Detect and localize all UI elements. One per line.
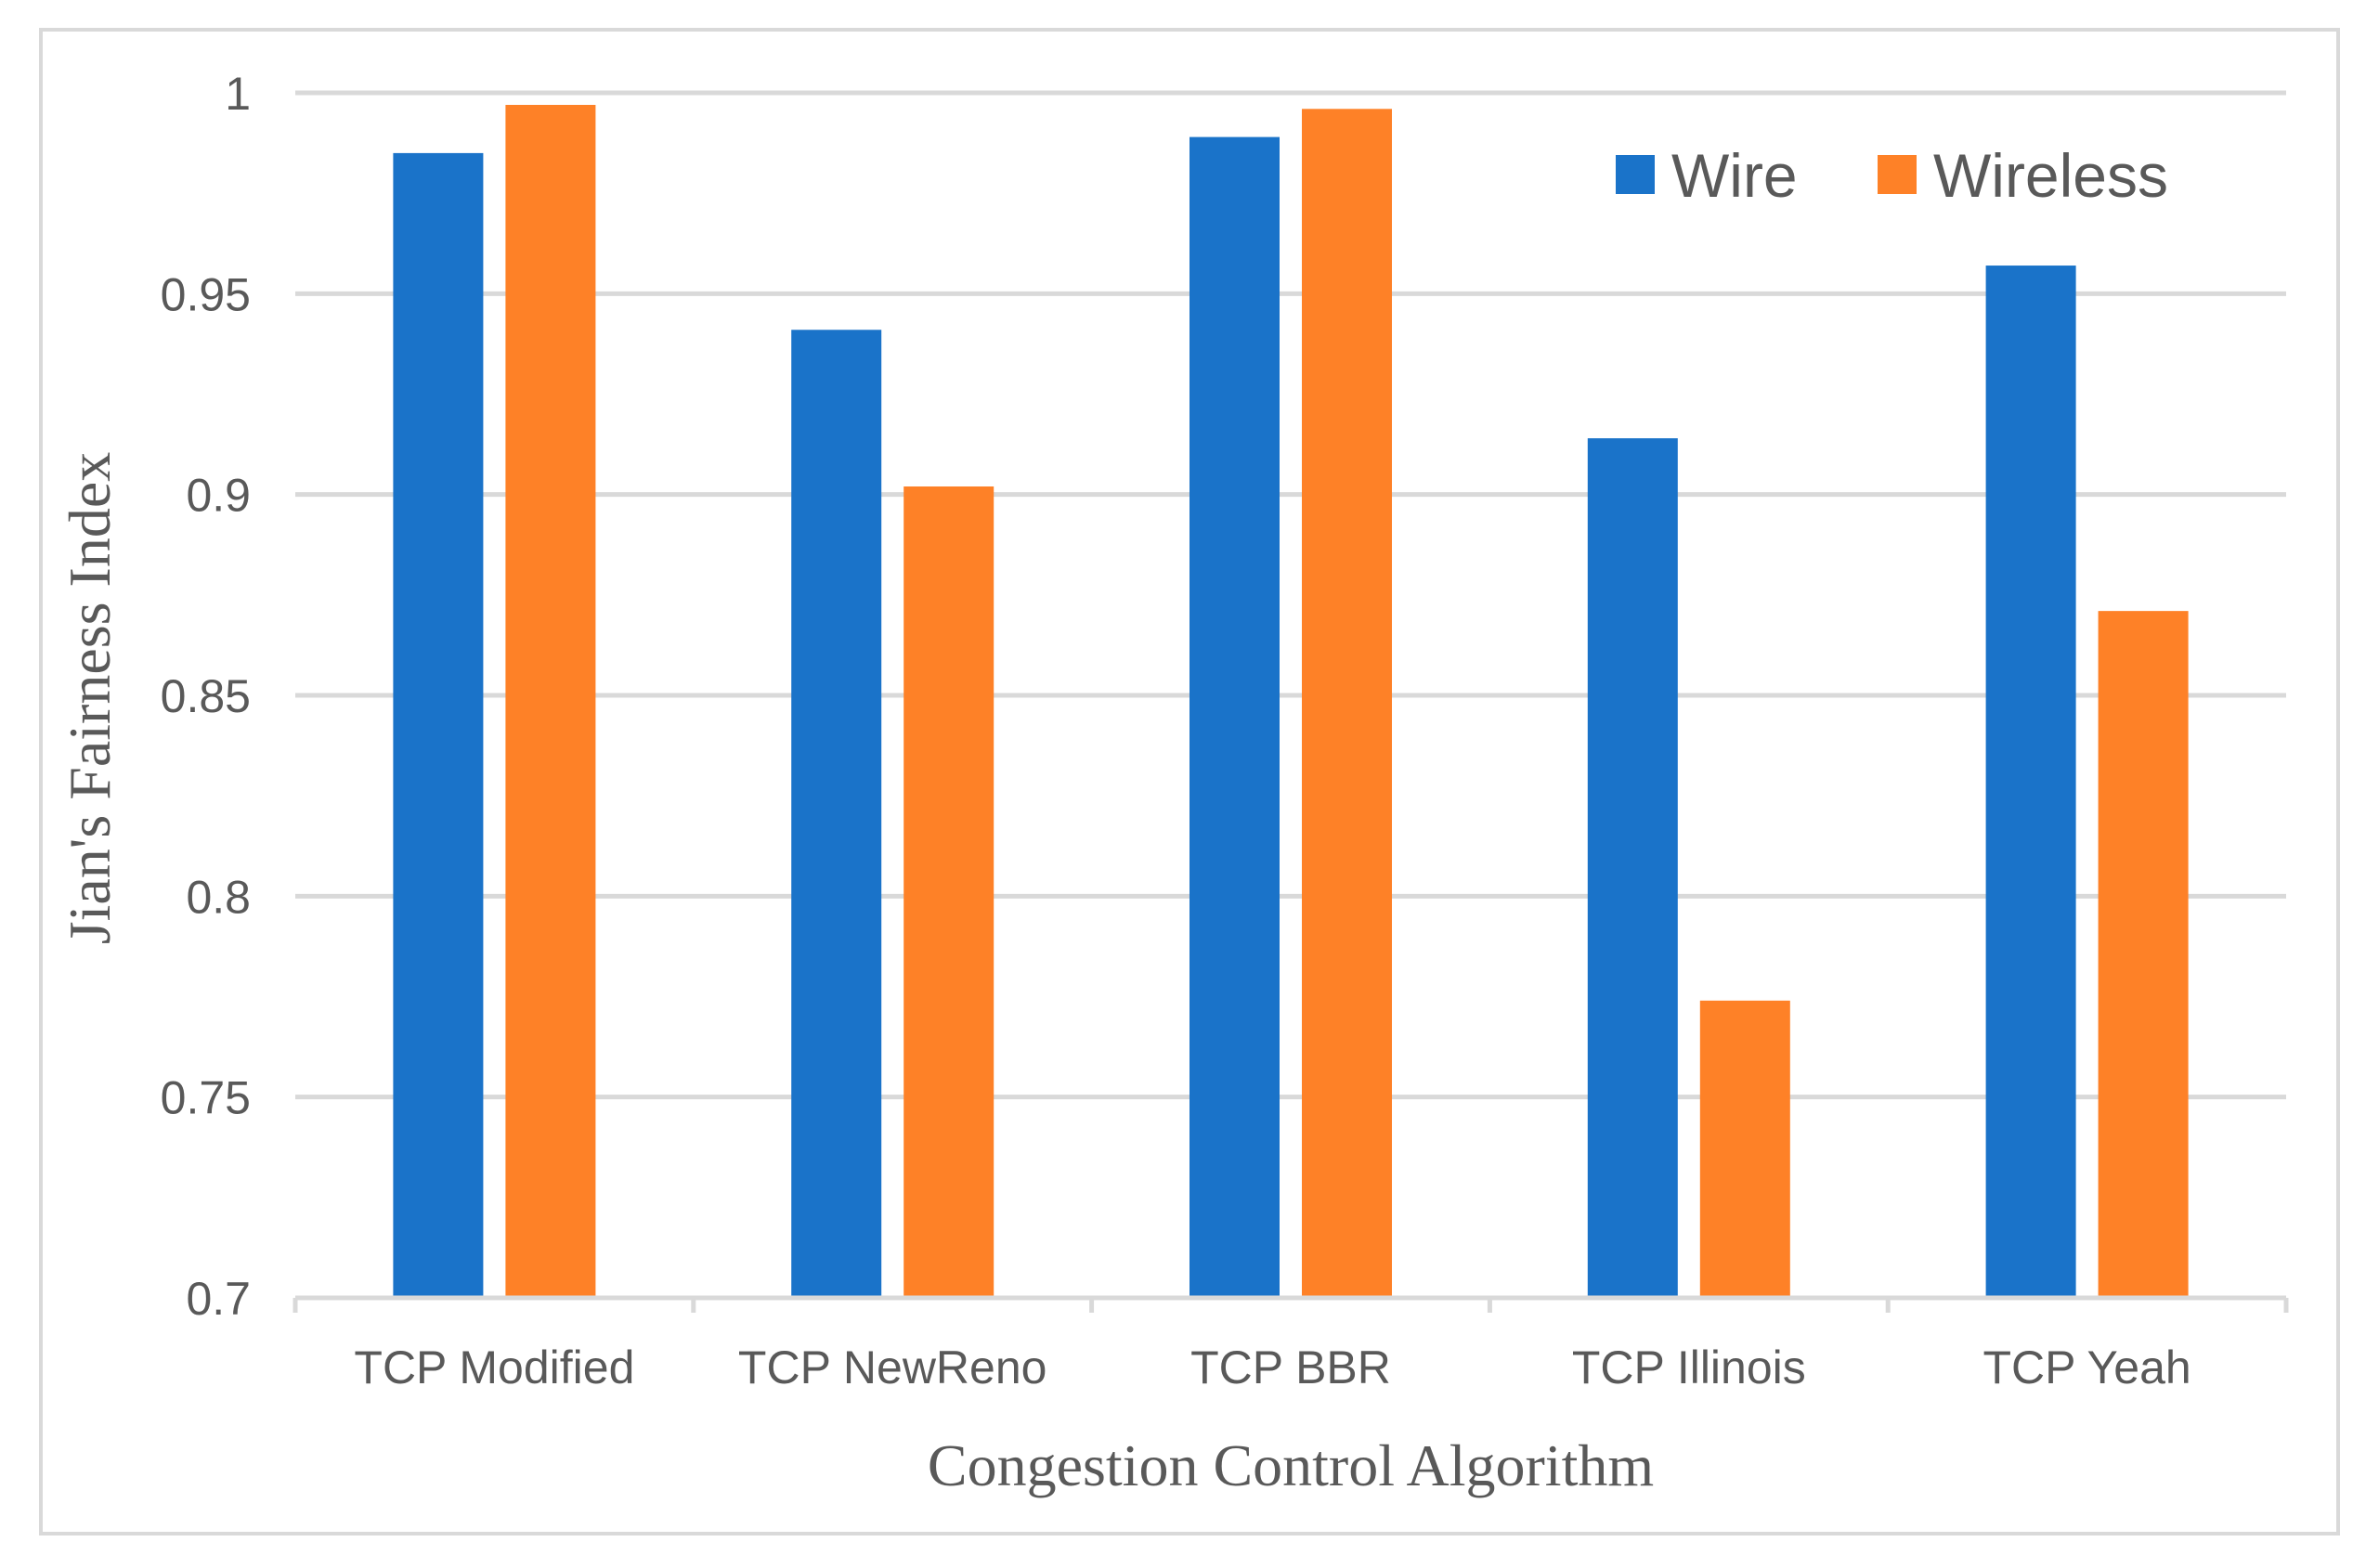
y-tick-label: 0.9 [186,470,251,522]
gridlines [295,90,2286,1100]
legend-swatch-wireless [1878,155,1917,194]
bar-wire-5 [1985,266,2076,1299]
bar-wireless-2 [904,486,994,1298]
legend-swatch-wire [1616,155,1655,194]
bar-wire-2 [791,330,882,1299]
x-tick-label: TCP BBR [1190,1341,1391,1393]
x-tick-label: TCP Illinois [1572,1341,1806,1393]
bar-wireless-3 [1302,109,1392,1299]
y-tick-label: 0.8 [186,871,251,923]
legend-label-wireless: Wireless [1933,141,2168,210]
bar-wire-3 [1190,136,1280,1298]
y-tick-label: 0.95 [161,268,251,320]
y-tick-labels: 0.7 0.75 0.8 0.85 0.9 0.95 1 [161,68,251,1325]
y-tick-label: 0.85 [161,670,251,722]
y-axis-title: Jian's Fairness Index [57,452,123,945]
bar-wire-4 [1587,438,1678,1298]
x-axis [292,1295,2289,1313]
x-tick-label: TCP NewReno [738,1341,1047,1393]
x-axis-title: Congestion Control Algorithm [928,1432,1654,1498]
legend: Wire Wireless [1616,141,2168,210]
x-tick-label: TCP Modified [354,1341,634,1393]
y-tick-label: 0.7 [186,1273,251,1325]
bar-wireless-1 [505,104,596,1299]
bar-wire-1 [393,152,484,1298]
bar-wireless-4 [1699,1000,1790,1298]
bars [393,104,2189,1299]
x-tick-labels: TCP Modified TCP NewReno TCP BBR TCP Illino… [354,1341,2190,1393]
x-tick-label: TCP Yeah [1982,1341,2190,1393]
legend-label-wire: Wire [1671,141,1798,210]
bar-wireless-5 [2098,611,2189,1298]
y-tick-label: 1 [225,68,251,120]
y-tick-label: 0.75 [161,1072,251,1124]
